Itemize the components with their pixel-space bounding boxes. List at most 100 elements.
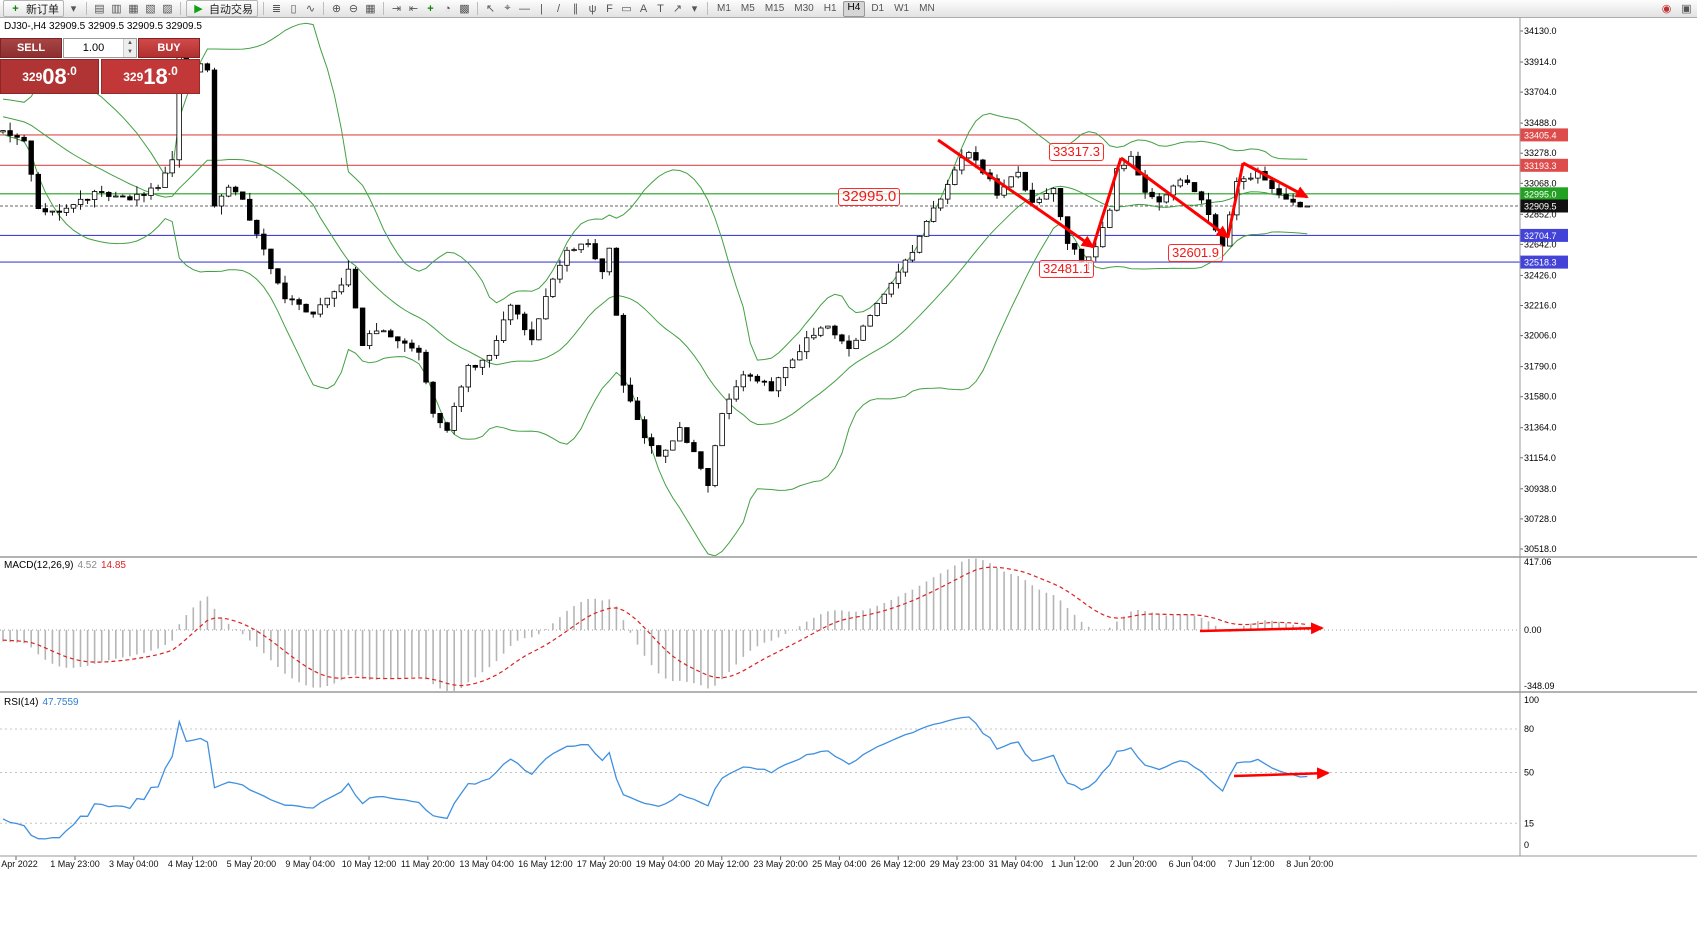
buy-button[interactable]: BUY xyxy=(138,38,200,58)
candlesticks-icon: ▯ xyxy=(290,3,297,15)
strategy-tester-icon: ▨ xyxy=(162,3,173,15)
timeframe-d1-button[interactable]: D1 xyxy=(871,2,885,14)
volume-field[interactable]: 1.00 ▲ ▼ xyxy=(63,38,137,58)
ohlc-bars-icon[interactable]: ≣ xyxy=(269,1,284,16)
spinner-up-icon[interactable]: ▲ xyxy=(124,39,136,48)
horizontal-line-icon[interactable]: — xyxy=(517,1,532,16)
indicators-icon[interactable]: + xyxy=(423,1,438,16)
candlesticks-icon[interactable]: ▯ xyxy=(286,1,301,16)
auto-scroll-icon: ⇥ xyxy=(391,3,402,15)
sell-button[interactable]: SELL xyxy=(0,38,62,58)
time-axis[interactable]: 8 Apr 2022 1 May 23:00 3 May 04:00 4 May 12… xyxy=(0,856,1333,869)
price-annotation[interactable]: 33317.3 xyxy=(1049,143,1104,161)
timeframe-m5-button[interactable]: M5 xyxy=(740,2,755,14)
tile-windows-icon[interactable]: ▦ xyxy=(363,1,378,16)
timeframe-m30-button[interactable]: M30 xyxy=(794,2,814,14)
vertical-line-icon[interactable]: | xyxy=(534,1,549,16)
price-badge xyxy=(1520,128,1568,142)
rsi-scale-0: 0 xyxy=(1524,840,1529,850)
trendline-icon[interactable]: / xyxy=(551,1,566,16)
timeframe-m1-button[interactable]: M1 xyxy=(717,2,731,14)
volume-value[interactable]: 1.00 xyxy=(82,42,105,54)
timeframe-w1-button[interactable]: W1 xyxy=(894,2,910,14)
market-watch-icon[interactable]: ▤ xyxy=(92,1,107,16)
data-window-icon: ▥ xyxy=(111,3,122,15)
maximize-icon[interactable]: ▣ xyxy=(1681,3,1692,15)
line-chart-icon[interactable]: ∿ xyxy=(303,1,318,16)
strategy-tester-icon[interactable]: ▨ xyxy=(160,1,175,16)
navigator-icon[interactable]: ▦ xyxy=(126,1,141,16)
time-tick: 10 May 12:00 xyxy=(342,859,397,869)
crosshair-icon[interactable]: ⌖ xyxy=(500,1,515,16)
new-order-button[interactable]: + 新订单 xyxy=(3,0,64,17)
price-tick: 31790.0 xyxy=(1524,362,1557,372)
price-annotation[interactable]: 32995.0 xyxy=(838,188,901,206)
price-tick: 33278.0 xyxy=(1524,148,1557,158)
timeframe-mn-button[interactable]: MN xyxy=(919,2,935,14)
pitchfork-icon[interactable]: ψ xyxy=(585,1,600,16)
zoom-in-icon[interactable]: ⊕ xyxy=(329,1,344,16)
price-tick: 30938.0 xyxy=(1524,484,1557,494)
macd-scale-max: 417.06 xyxy=(1524,557,1552,567)
zoom-out-icon: ⊖ xyxy=(348,3,359,15)
rsi-line xyxy=(2,716,1308,840)
timeframe-h4-button[interactable]: H4 xyxy=(842,0,866,17)
time-tick: 29 May 23:00 xyxy=(930,859,985,869)
vertical-line-icon: | xyxy=(540,2,543,15)
macd-signal-value: 14.85 xyxy=(100,560,126,571)
zoom-out-icon[interactable]: ⊖ xyxy=(346,1,361,16)
sell-price-pp-big: 08 xyxy=(42,63,67,89)
fibonacci-icon[interactable]: F xyxy=(602,1,617,16)
toolbar: + 新订单 ▾ ▤ ▥ ▦ ▧ ▨ ▶ 自动交易 ≣ ▯ ∿ ⊕ ⊖ ▦ ⇥ ⇤ + ◔ ▩ ↖ ⌖ — | / ∥ ψ F ▭ A T ↗ ▾ M… xyxy=(0,0,1697,18)
templates-icon[interactable]: ▩ xyxy=(457,1,472,16)
price-badge xyxy=(1520,187,1568,201)
toolbar-separator xyxy=(383,2,384,15)
price-annotation[interactable]: 32481.1 xyxy=(1039,260,1094,278)
arrow-tool-caret-icon: ▾ xyxy=(691,3,698,15)
chart-window-icon[interactable]: ◉ xyxy=(1661,3,1672,15)
terminal-icon[interactable]: ▧ xyxy=(143,1,158,16)
spinner-down-icon[interactable]: ▼ xyxy=(124,48,136,57)
price-tick: 31154.0 xyxy=(1524,453,1556,463)
volume-spinner[interactable]: ▲ ▼ xyxy=(123,39,136,57)
price-axis[interactable]: 34130.0 33914.0 33704.0 33488.0 33278.0 33068… xyxy=(1520,26,1568,850)
macd-label: MACD(12,26,9) xyxy=(4,560,74,571)
arrow-tool-icon: ↗ xyxy=(672,3,683,15)
time-tick: 5 May 20:00 xyxy=(227,859,277,869)
text-label-icon[interactable]: T xyxy=(653,1,668,16)
arrow-tool-icon[interactable]: ↗ xyxy=(670,1,685,16)
price-tick: 32006.0 xyxy=(1524,331,1557,341)
new-order-caret-icon: ▾ xyxy=(70,3,77,15)
toolbar-separator xyxy=(323,2,324,15)
cursor-icon[interactable]: ↖ xyxy=(483,1,498,16)
buy-price[interactable]: 329 18.0 xyxy=(101,59,200,94)
rsi-arrow xyxy=(1233,767,1330,780)
new-order-caret-icon[interactable]: ▾ xyxy=(66,1,81,16)
shapes-icon: ▭ xyxy=(621,3,632,15)
arrow-tool-caret-icon[interactable]: ▾ xyxy=(687,1,702,16)
price-annotation[interactable]: 32601.9 xyxy=(1168,244,1223,262)
macd-header: MACD(12,26,9) 4.52 14.85 xyxy=(4,560,126,571)
channel-icon[interactable]: ∥ xyxy=(568,1,583,16)
timeframe-m15-button[interactable]: M15 xyxy=(764,2,785,14)
timeframe-h1-button[interactable]: H1 xyxy=(823,2,837,14)
horizontal-price-lines[interactable] xyxy=(0,134,1520,263)
bb-middle xyxy=(2,116,1308,426)
data-window-icon[interactable]: ▥ xyxy=(109,1,124,16)
chart-shift-icon[interactable]: ⇤ xyxy=(406,1,421,16)
periods-icon[interactable]: ◔ xyxy=(440,1,455,16)
channel-icon: ∥ xyxy=(572,3,579,15)
shapes-icon[interactable]: ▭ xyxy=(619,1,634,16)
sell-price[interactable]: 329 08.0 xyxy=(0,59,99,94)
text-icon: A xyxy=(639,2,648,15)
trend-arrows[interactable] xyxy=(937,138,1309,249)
time-tick: 20 May 12:00 xyxy=(695,859,750,869)
auto-scroll-icon[interactable]: ⇥ xyxy=(389,1,404,16)
autotrading-button[interactable]: ▶ 自动交易 xyxy=(186,0,258,17)
text-icon[interactable]: A xyxy=(636,1,651,16)
price-tick: 34130.0 xyxy=(1524,26,1557,36)
trend-arrow-segment xyxy=(1120,156,1230,239)
sell-price-pp-pre: 329 xyxy=(22,69,43,84)
time-tick: 31 May 04:00 xyxy=(989,859,1044,869)
